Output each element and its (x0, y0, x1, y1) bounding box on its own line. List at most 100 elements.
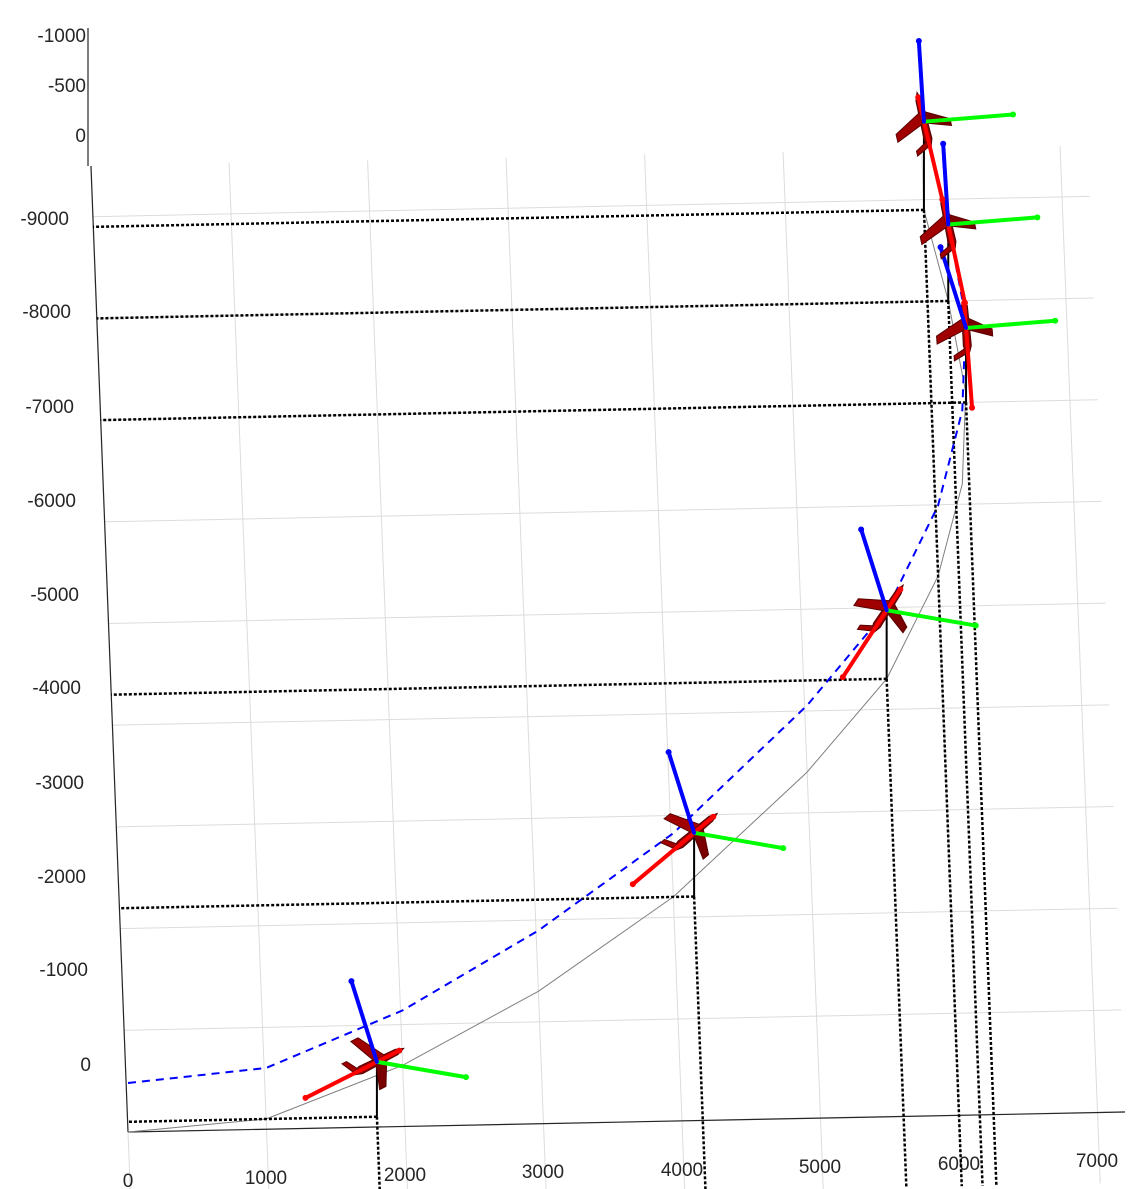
body-z-axis-arrow-tip (665, 749, 672, 756)
body-z-axis-arrow (349, 979, 379, 1064)
body-x-axis-arrow (946, 222, 967, 305)
body-y-axis-arrow (692, 830, 786, 851)
body-x-axis-arrow (964, 325, 975, 410)
body-z-axis-arrow (859, 527, 889, 613)
y-axis-line (90, 165, 129, 1133)
trajectory-layer (127, 121, 967, 1084)
x-tick-label: 2000 (384, 1165, 426, 1186)
y-projection-line (127, 1115, 377, 1124)
y-tick-label: -4000 (32, 678, 81, 699)
x-projection-line (922, 209, 964, 1187)
body-x-axis-arrow-tip (969, 404, 976, 411)
x-tick-label: 6000 (938, 1154, 980, 1175)
body-x-axis-arrow (303, 1059, 379, 1100)
body-z-axis-arrow (938, 245, 969, 330)
body-y-axis-arrow-tip (780, 845, 787, 852)
grid-line-x (644, 154, 686, 1189)
body-z-axis-arrow-tip (915, 37, 922, 44)
body-z-axis-arrow-tip (348, 978, 355, 985)
body-y-axis-arrow (374, 1059, 469, 1080)
body-z-axis-arrow-tip (937, 244, 944, 251)
grid-line-y (116, 806, 1114, 828)
x-tick-label: 7000 (1076, 1151, 1118, 1172)
x-projection-line (964, 402, 998, 1186)
projection-lines (92, 121, 998, 1189)
grid-line-x (782, 151, 824, 1189)
body-x-axis-arrow-tip (915, 94, 922, 101)
x-tick-label: 5000 (799, 1157, 841, 1178)
body-z-axis-arrow-tip (858, 526, 865, 533)
y-tick-label: -2000 (37, 867, 86, 888)
z-tick-label: 0 (75, 126, 86, 147)
body-x-axis-arrow (630, 830, 697, 887)
grid-line-y (104, 500, 1102, 523)
trajectory-line (127, 121, 967, 1084)
ground-track-line (127, 209, 967, 1133)
y-tick-label: 0 (80, 1055, 91, 1076)
x-tick-label: 3000 (522, 1162, 564, 1183)
body-x-axis-arrow-tip (302, 1094, 309, 1101)
y-tick-label: -8000 (22, 302, 71, 323)
x-tick-label: 4000 (661, 1160, 703, 1181)
y-tick-label: -5000 (30, 585, 79, 606)
body-x-axis-arrow-tip (839, 674, 846, 681)
x-projection-line (885, 678, 908, 1188)
y-tick-label: -3000 (35, 773, 84, 794)
body-y-axis-arrow (964, 318, 1058, 330)
y-projection-line (96, 299, 949, 320)
body-x-axis-arrow-tip (710, 813, 717, 820)
body-z-axis-arrow (666, 750, 697, 835)
axes (87, 28, 1126, 1133)
y-tick-label: -1000 (39, 960, 88, 981)
body-z-axis-arrow-tip (940, 140, 947, 147)
y-projection-line (100, 401, 967, 422)
aircraft-wing (919, 214, 948, 246)
poses-layer (302, 37, 1059, 1101)
body-x-axis-arrow-tip (897, 586, 904, 593)
grid-line-y (112, 704, 1110, 726)
y-tick-label: -6000 (27, 491, 76, 512)
body-y-axis-arrow (884, 608, 978, 628)
x-tick-label: 1000 (245, 1168, 287, 1189)
y-tick-label: -9000 (20, 209, 69, 230)
y-projection-line (92, 208, 924, 229)
body-x-axis-arrow (840, 608, 889, 680)
body-y-axis-arrow (946, 215, 1040, 227)
body-x-axis-arrow (921, 119, 945, 202)
y-projection-line (111, 677, 887, 696)
ground-track-layer (127, 209, 967, 1133)
grid-line-y (120, 907, 1118, 930)
grid (90, 146, 1126, 1189)
body-y-axis-arrow-tip (1034, 214, 1041, 221)
z-tick-label: -1000 (37, 26, 86, 47)
x-projection-line (692, 896, 707, 1189)
body-y-axis-arrow-tip (1010, 111, 1017, 118)
body-x-axis-arrow-tip (939, 196, 946, 203)
body-z-axis-arrow (941, 141, 951, 227)
body-y-axis-arrow-tip (1052, 317, 1059, 324)
body-x-axis-arrow-tip (629, 881, 636, 888)
body-y-axis-arrow (921, 112, 1016, 124)
body-x-axis-arrow (692, 814, 716, 835)
grid-line-y (124, 1009, 1122, 1031)
grid-line-x (505, 157, 547, 1189)
x-tick-label: 0 (123, 1171, 134, 1189)
tick-labels: 0 1000 2000 3000 4000 5000 6000 7000 0 -… (20, 26, 1118, 1189)
x-projection-line (947, 300, 984, 1186)
x-projection-line (375, 1116, 381, 1189)
body-z-axis-arrow (916, 38, 926, 124)
y-tick-label: -7000 (25, 397, 74, 418)
body-y-axis-arrow-tip (972, 622, 979, 629)
aircraft-tail (915, 140, 929, 157)
aircraft-wing (895, 111, 923, 144)
aircraft-tail (953, 347, 967, 362)
body-x-axis-arrow (884, 587, 903, 613)
body-x-axis-arrow-tip (961, 299, 968, 306)
z-tick-label: -500 (48, 76, 86, 97)
grid-line-x (1059, 146, 1101, 1184)
body-x-axis-arrow-tip (396, 1047, 403, 1054)
grid-line-x (367, 160, 408, 1189)
y-projection-line (119, 895, 695, 910)
body-x-axis-arrow (374, 1048, 402, 1064)
